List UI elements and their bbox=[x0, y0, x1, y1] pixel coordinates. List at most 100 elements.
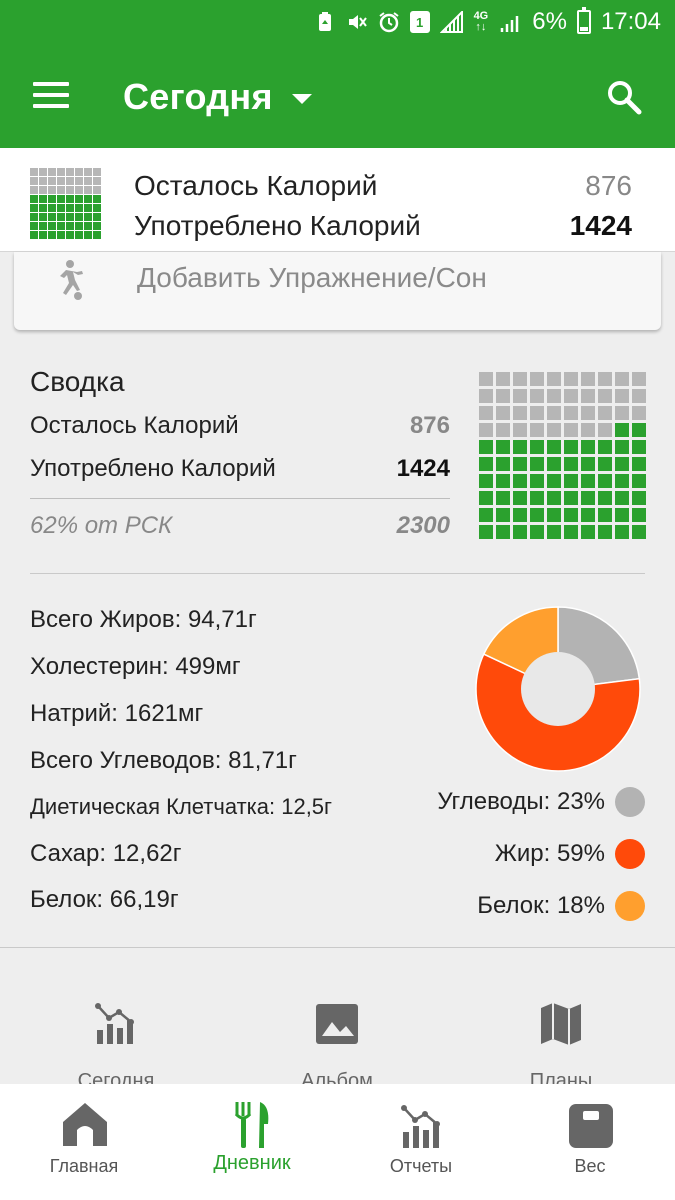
chevron-down-icon[interactable] bbox=[292, 94, 312, 104]
grid-cell bbox=[564, 508, 578, 522]
grid-cell bbox=[496, 457, 510, 471]
nutrient-row: Всего Углеводов: 81,71г bbox=[30, 747, 297, 774]
grid-cell bbox=[598, 474, 612, 488]
grid-cell bbox=[564, 423, 578, 437]
legend-item: Углеводы: 23% bbox=[437, 786, 645, 818]
grid-cell bbox=[75, 231, 83, 239]
grid-cell bbox=[547, 406, 561, 420]
search-icon[interactable] bbox=[605, 78, 643, 116]
add-exercise-button[interactable]: Добавить Упражнение/Сон bbox=[14, 252, 661, 330]
grid-cell bbox=[513, 525, 527, 539]
shortcut-album[interactable]: Альбом bbox=[262, 1000, 412, 1092]
menu-icon[interactable] bbox=[33, 82, 69, 110]
grid-cell bbox=[513, 389, 527, 403]
rsk-value: 2300 bbox=[396, 512, 450, 539]
grid-cell bbox=[547, 474, 561, 488]
grid-cell bbox=[598, 508, 612, 522]
grid-cell bbox=[93, 204, 101, 212]
grid-cell bbox=[530, 406, 544, 420]
grid-cell bbox=[75, 222, 83, 230]
grid-cell bbox=[615, 508, 629, 522]
grid-cell bbox=[39, 213, 47, 221]
grid-cell bbox=[615, 406, 629, 420]
calorie-mini-grid bbox=[30, 168, 101, 239]
legend-item: Жир: 59% bbox=[495, 838, 645, 870]
grid-cell bbox=[581, 457, 595, 471]
grid-cell bbox=[30, 168, 38, 176]
grid-cell bbox=[598, 389, 612, 403]
grid-cell bbox=[581, 389, 595, 403]
grid-cell bbox=[496, 389, 510, 403]
page-title[interactable]: Сегодня bbox=[123, 76, 273, 117]
grid-cell bbox=[530, 440, 544, 454]
nav-home[interactable]: Главная bbox=[0, 1084, 168, 1200]
shortcut-plans[interactable]: Планы bbox=[486, 1000, 636, 1092]
grid-cell bbox=[615, 423, 629, 437]
summary-remaining-label: Осталось Калорий bbox=[30, 412, 239, 439]
summary-remaining-value: 876 bbox=[409, 412, 450, 439]
grid-cell bbox=[479, 508, 493, 522]
section-divider-2 bbox=[0, 947, 675, 948]
grid-cell bbox=[39, 204, 47, 212]
nav-diary-label: Дневник bbox=[213, 1152, 291, 1174]
rsk-percent-label: 62% от РСК bbox=[30, 512, 173, 539]
grid-cell bbox=[30, 204, 38, 212]
grid-cell bbox=[598, 406, 612, 420]
grid-cell bbox=[496, 372, 510, 386]
image-icon bbox=[316, 1004, 358, 1044]
grid-cell bbox=[66, 222, 74, 230]
grid-cell bbox=[93, 213, 101, 221]
nav-home-label: Главная bbox=[49, 1156, 119, 1176]
summary-consumed-value: 1424 bbox=[396, 455, 450, 482]
grid-cell bbox=[93, 177, 101, 185]
grid-cell bbox=[581, 525, 595, 539]
bottom-navigation: Главная Дневник Отчеты Вес bbox=[0, 1084, 675, 1200]
grid-cell bbox=[581, 372, 595, 386]
grid-cell bbox=[479, 440, 493, 454]
grid-cell bbox=[479, 406, 493, 420]
nutrient-row: Всего Жиров: 94,71г bbox=[30, 606, 257, 633]
legend-dot bbox=[615, 891, 645, 921]
summary-consumed-label: Употреблено Калорий bbox=[30, 455, 276, 482]
grid-cell bbox=[547, 389, 561, 403]
grid-cell bbox=[30, 213, 38, 221]
legend-label: Белок: 18% bbox=[477, 892, 605, 919]
grid-cell bbox=[57, 222, 65, 230]
nav-reports[interactable]: Отчеты bbox=[337, 1084, 505, 1200]
grid-cell bbox=[581, 508, 595, 522]
grid-cell bbox=[48, 231, 56, 239]
grid-cell bbox=[39, 222, 47, 230]
grid-cell bbox=[75, 204, 83, 212]
add-exercise-label: Добавить Упражнение/Сон bbox=[137, 262, 487, 293]
grid-cell bbox=[30, 222, 38, 230]
legend-label: Жир: 59% bbox=[494, 840, 605, 867]
grid-cell bbox=[564, 491, 578, 505]
nav-weight[interactable]: Вес bbox=[506, 1084, 674, 1200]
shortcut-today[interactable]: Сегодня bbox=[41, 1000, 191, 1092]
grid-cell bbox=[30, 177, 38, 185]
grid-cell bbox=[57, 168, 65, 176]
nutrient-row: Сахар: 12,62г bbox=[30, 840, 182, 867]
grid-cell bbox=[84, 222, 92, 230]
grid-cell bbox=[75, 168, 83, 176]
calorie-summary-strip[interactable]: Осталось Калорий 876 Употреблено Калорий… bbox=[0, 148, 675, 252]
grid-cell bbox=[513, 372, 527, 386]
grid-cell bbox=[598, 491, 612, 505]
grid-cell bbox=[581, 474, 595, 488]
grid-cell bbox=[615, 372, 629, 386]
macro-donut-chart bbox=[475, 606, 641, 772]
grid-cell bbox=[513, 457, 527, 471]
grid-cell bbox=[632, 474, 646, 488]
nav-diary[interactable]: Дневник bbox=[168, 1084, 336, 1200]
grid-cell bbox=[513, 474, 527, 488]
grid-cell bbox=[48, 186, 56, 194]
grid-cell bbox=[564, 525, 578, 539]
grid-cell bbox=[75, 213, 83, 221]
grid-cell bbox=[530, 525, 544, 539]
grid-cell bbox=[598, 440, 612, 454]
grid-cell bbox=[479, 525, 493, 539]
grid-cell bbox=[39, 177, 47, 185]
consumed-calories-value: 1424 bbox=[569, 210, 632, 241]
grid-cell bbox=[547, 440, 561, 454]
calorie-grid bbox=[479, 372, 646, 539]
